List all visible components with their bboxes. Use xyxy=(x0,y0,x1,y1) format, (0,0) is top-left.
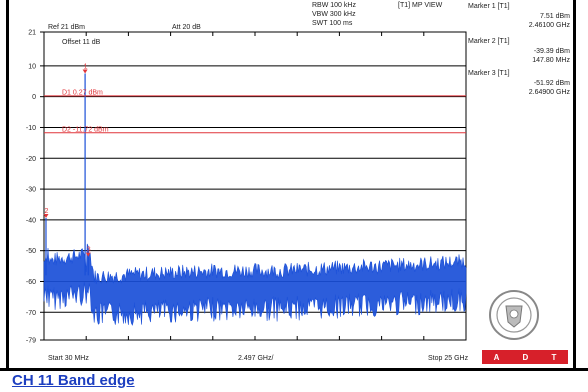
ref-level-label: Ref 21 dBm xyxy=(48,24,85,31)
marker-2-freq: 147.80 MHz xyxy=(532,57,570,64)
marker-triangle xyxy=(43,214,49,219)
marker-label: 3 xyxy=(87,247,91,254)
logo-letter-t: T xyxy=(551,352,557,362)
page-caption: CH 11 Band edge xyxy=(12,372,135,389)
y-tick-label: -40 xyxy=(26,217,36,224)
marker-label: 2 xyxy=(44,208,48,215)
limit-line-label: D2 -11.72 dBm xyxy=(62,126,109,133)
stop-frequency: Stop 25 GHz xyxy=(428,355,469,362)
marker-triangle xyxy=(82,69,88,74)
marker-2-label: Marker 2 [T1] xyxy=(468,38,510,45)
y-tick-label: 0 xyxy=(32,94,36,101)
marker-3-freq: 2.64900 GHz xyxy=(528,89,570,96)
marker-3-label: Marker 3 [T1] xyxy=(468,70,510,77)
marker-triangle xyxy=(85,252,91,257)
logo-letter-a: A xyxy=(493,352,500,362)
y-tick-label: -20 xyxy=(26,156,36,163)
rbw-label: RBW 100 kHz xyxy=(312,2,356,9)
y-tick-label: -60 xyxy=(26,279,36,286)
y-tick-label: -70 xyxy=(26,310,36,317)
vbw-label: VBW 300 kHz xyxy=(312,11,356,18)
y-tick-label: -79 xyxy=(26,338,36,345)
marker-3-level: -51.92 dBm xyxy=(533,80,570,87)
logo-letter-d: D xyxy=(522,352,529,362)
attenuation-label: Att 20 dB xyxy=(172,24,201,31)
trace-mode-label: [T1] MP VIEW xyxy=(398,2,443,9)
marker-label: 1 xyxy=(84,64,88,71)
marker-1-label: Marker 1 [T1] xyxy=(468,3,510,10)
spectrum-plot: D1 0.27 dBm D2 -11.72 dBm 1 2 3 21 10 0 -10 -20… xyxy=(26,30,467,345)
marker-2-level: -39.39 dBm xyxy=(533,48,570,55)
marker-1-level: 7.51 dBm xyxy=(540,13,570,20)
offset-label: Offset 11 dB xyxy=(62,39,101,46)
y-tick-label: -10 xyxy=(26,125,36,132)
bureau-veritas-seal-icon xyxy=(489,290,539,340)
bottom-rule xyxy=(0,368,588,371)
swt-label: SWT 100 ms xyxy=(312,20,353,27)
y-tick-label: 21 xyxy=(28,30,36,37)
limit-line-label: D1 0.27 dBm xyxy=(62,89,103,96)
marker-1-freq: 2.46100 GHz xyxy=(528,22,570,29)
span-per-division: 2.497 GHz/ xyxy=(238,355,274,362)
y-tick-label: -30 xyxy=(26,187,36,194)
adt-logo-bar: A D T xyxy=(482,350,568,364)
y-tick-label: -50 xyxy=(26,248,36,255)
start-frequency: Start 30 MHz xyxy=(48,355,89,362)
y-tick-label: 10 xyxy=(28,63,36,70)
trace-series xyxy=(43,243,467,326)
